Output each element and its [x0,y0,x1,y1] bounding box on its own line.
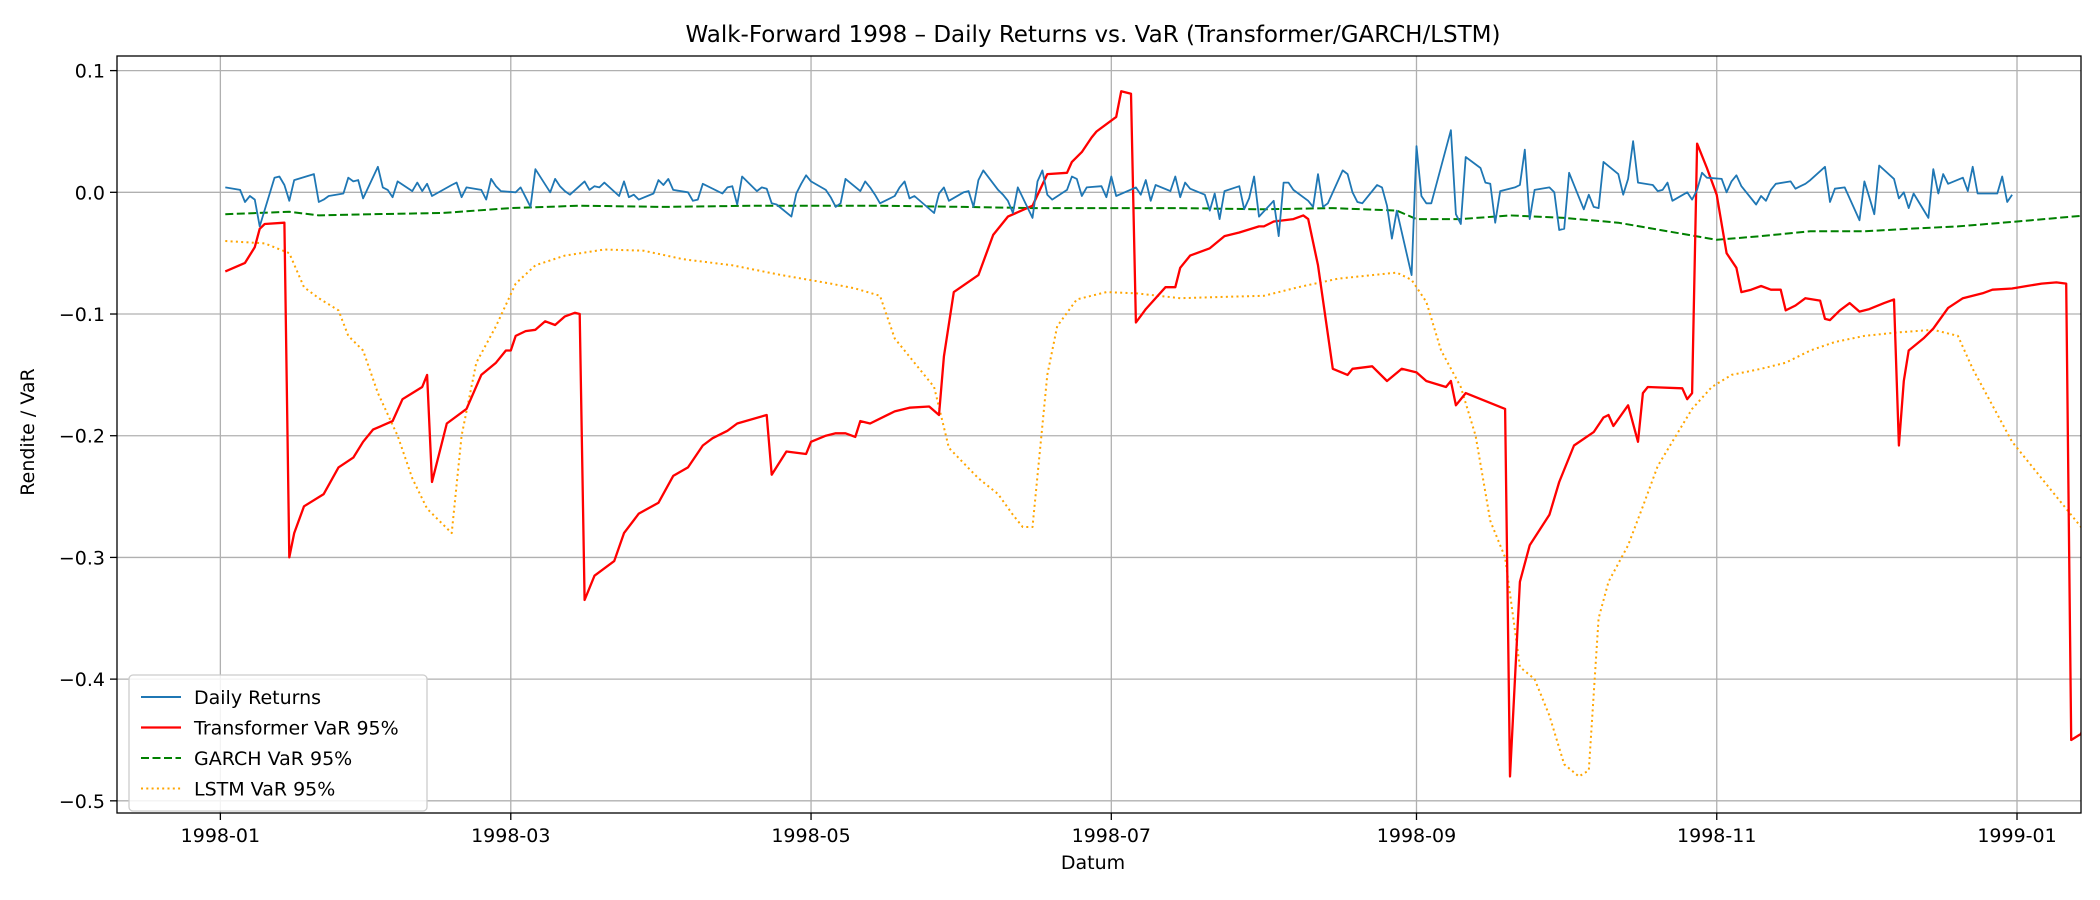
y-tick-label: −0.4 [59,669,105,691]
y-tick-label: −0.1 [59,304,105,326]
legend-label: LSTM VaR 95% [194,779,335,801]
legend-label: GARCH VaR 95% [194,748,352,770]
series-lines [224,90,2081,778]
y-tick-label: −0.2 [59,426,105,448]
series-line-transformer-var-95 [224,90,2081,778]
x-tick-label: 1999-01 [1977,825,2056,847]
series-line-daily-returns [225,129,2013,277]
axis-ticks: 1998-01 1998-03 1998-05 1998-07 1998-09 1998-… [59,61,2057,847]
chart-title: Walk-Forward 1998 – Daily Returns vs. Va… [685,22,1500,48]
y-tick-label: −0.5 [59,791,105,813]
y-tick-label: 0.0 [75,182,105,204]
x-tick-label: 1998-09 [1377,825,1456,847]
x-tick-label: 1998-11 [1677,825,1756,847]
x-tick-label: 1998-07 [1072,825,1151,847]
y-axis-title: Rendite / VaR [17,368,39,495]
y-tick-label: −0.3 [59,547,105,569]
y-tick-label: 0.1 [75,61,105,83]
legend-label: Transformer VaR 95% [193,718,399,740]
legend: Daily Returns Transformer VaR 95% GARCH Va… [128,674,428,812]
x-tick-label: 1998-05 [771,825,850,847]
x-axis-title: Datum [1061,852,1125,874]
x-tick-label: 1998-01 [181,825,260,847]
x-tick-label: 1998-03 [471,825,550,847]
legend-label: Daily Returns [194,687,321,709]
plot-frame [116,55,2082,814]
legend-box [128,674,428,812]
